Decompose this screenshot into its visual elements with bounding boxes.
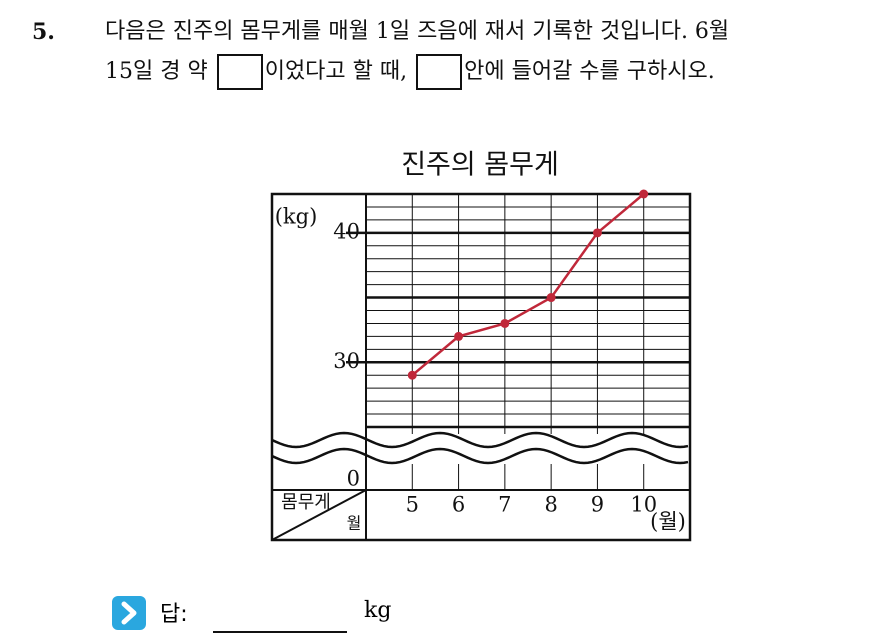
question-number: 5.	[32, 19, 55, 45]
blank-box	[216, 54, 263, 90]
corner-label: 몸무게	[281, 492, 331, 513]
answer-unit: kg	[364, 598, 392, 623]
question-text: 이었다고 할 때,	[264, 59, 408, 84]
y-axis-label: (kg)	[275, 205, 318, 229]
data-point	[407, 370, 417, 380]
x-tick-label: 10	[630, 493, 657, 517]
x-tick-label: 5	[406, 493, 419, 517]
data-point	[639, 189, 649, 199]
question-body: 다음은 진주의 몸무게를 매월 1일 즈음에 재서 기록한 것입니다. 6월 1…	[105, 12, 729, 92]
data-point	[546, 293, 556, 303]
question-text: 다음은 진주의 몸무게를 매월 1일 즈음에 재서 기록한 것입니다. 6월	[105, 19, 730, 44]
chart-title: 진주의 몸무게	[401, 150, 559, 181]
x-axis-label: (월)	[650, 510, 686, 534]
break-wave	[271, 431, 689, 449]
answer-icon	[112, 596, 146, 630]
data-line	[411, 193, 645, 377]
answer-line	[213, 631, 347, 633]
x-tick-label: 7	[498, 493, 511, 517]
y-tick-label: 40	[333, 219, 360, 243]
x-tick-label: 8	[544, 493, 557, 517]
frame	[270, 192, 692, 542]
data-point	[454, 331, 464, 341]
x-tick-label: 6	[452, 493, 465, 517]
answer-label: 답:	[160, 602, 188, 627]
corner-label: 월	[347, 514, 362, 533]
data-point	[592, 228, 602, 238]
question-text: 안에 들어갈 수를 구하시오.	[464, 59, 715, 84]
break-wave	[271, 447, 689, 465]
blank-box	[416, 54, 463, 90]
data-point	[500, 318, 510, 328]
question-text: 15일 경 약	[105, 59, 208, 84]
y-tick-label: 0	[347, 467, 360, 491]
y-tick-label: 30	[333, 349, 360, 373]
corner-diagonal	[271, 489, 367, 541]
x-tick-label: 9	[591, 493, 604, 517]
